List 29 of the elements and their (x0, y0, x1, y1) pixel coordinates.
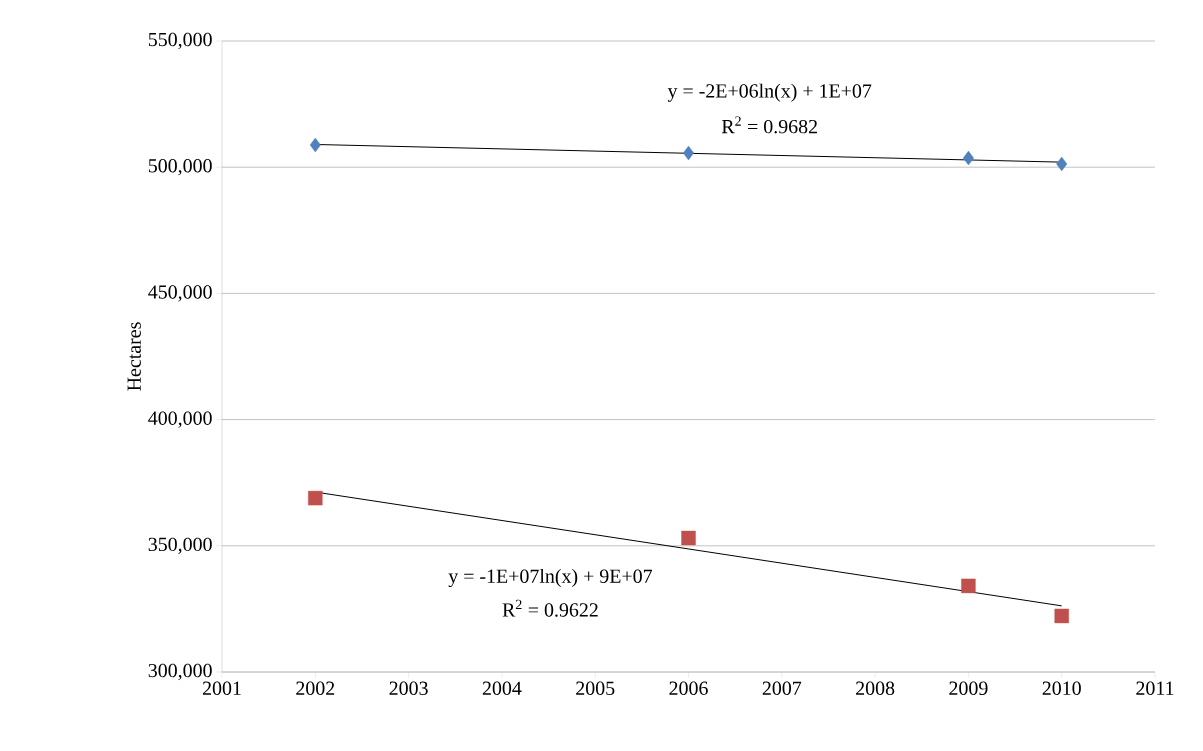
x-tick-label: 2011 (1136, 681, 1174, 695)
y-tick-label: 300,000 (148, 663, 212, 681)
point (961, 578, 976, 594)
y-tick-label: 550,000 (148, 32, 212, 50)
x-tick-label: 2004 (482, 681, 522, 695)
x-tick-label: 2002 (296, 681, 335, 695)
annotation: y = -2E+06ln(x) + 1E+07 (667, 83, 872, 102)
y-tick-label: 500,000 (148, 159, 212, 176)
point (681, 530, 696, 546)
x-tick-label: 2009 (949, 681, 988, 695)
point (1054, 608, 1069, 624)
annotation: y = -1E+07ln(x) + 9E+07 (448, 568, 653, 588)
y-tick-label: 350,000 (148, 537, 212, 554)
x-tick-label: 2007 (762, 681, 802, 695)
point (308, 490, 323, 506)
x-tick-label: 2008 (856, 681, 895, 695)
x-tick-label: 2003 (389, 681, 428, 695)
annotation: R$^{2}$ = 0.9622 (502, 599, 598, 617)
point (309, 137, 321, 153)
point (962, 150, 974, 166)
annotation: R$^{2}$ = 0.9682 (721, 116, 817, 134)
y-axis-title: Hectares (127, 322, 141, 391)
x-tick-label: 2005 (576, 681, 615, 695)
point (1056, 156, 1068, 172)
y-tick-label: 400,000 (148, 411, 212, 428)
y-tick-label: 450,000 (148, 285, 212, 302)
x-tick-label: 2006 (669, 681, 708, 695)
x-tick-label: 2010 (1042, 681, 1081, 695)
x-tick-label: 2001 (202, 681, 241, 695)
